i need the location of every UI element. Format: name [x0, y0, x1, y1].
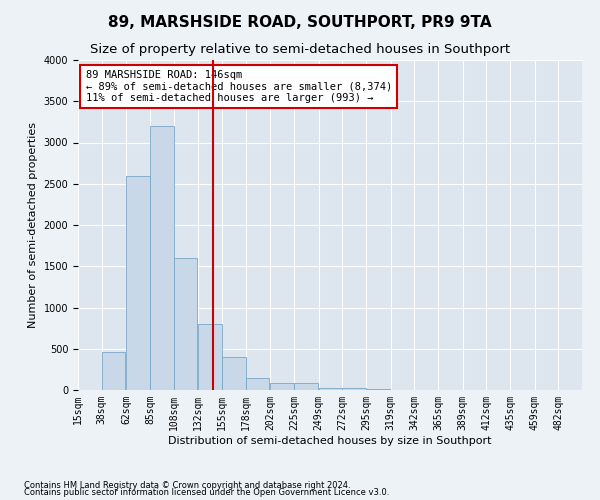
Bar — [222, 357, 245, 390]
Text: 89, MARSHSIDE ROAD, SOUTHPORT, PR9 9TA: 89, MARSHSIDE ROAD, SOUTHPORT, PR9 9TA — [108, 15, 492, 30]
Text: 89 MARSHSIDE ROAD: 146sqm
← 89% of semi-detached houses are smaller (8,374)
11% : 89 MARSHSIDE ROAD: 146sqm ← 89% of semi-… — [86, 70, 392, 103]
Bar — [150, 126, 173, 390]
Text: Contains public sector information licensed under the Open Government Licence v3: Contains public sector information licen… — [24, 488, 389, 497]
Bar — [199, 324, 222, 390]
Bar — [173, 258, 197, 390]
X-axis label: Distribution of semi-detached houses by size in Southport: Distribution of semi-detached houses by … — [168, 436, 492, 446]
Bar — [294, 384, 317, 390]
Bar — [271, 382, 294, 390]
Y-axis label: Number of semi-detached properties: Number of semi-detached properties — [28, 122, 38, 328]
Bar — [245, 378, 269, 390]
Bar — [366, 389, 389, 390]
Bar — [101, 352, 125, 390]
Bar — [319, 388, 343, 390]
Text: Contains HM Land Registry data © Crown copyright and database right 2024.: Contains HM Land Registry data © Crown c… — [24, 480, 350, 490]
Bar — [127, 176, 150, 390]
Bar — [343, 388, 366, 390]
Text: Size of property relative to semi-detached houses in Southport: Size of property relative to semi-detach… — [90, 42, 510, 56]
